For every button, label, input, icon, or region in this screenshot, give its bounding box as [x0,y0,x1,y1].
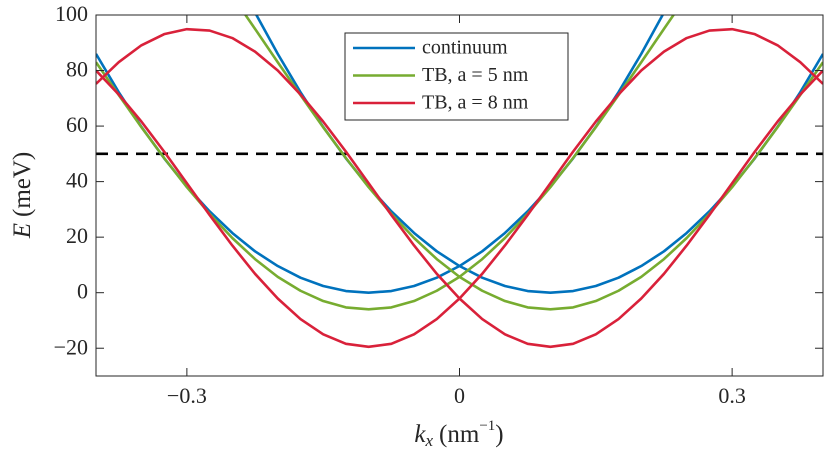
y-axis-label: E (meV) [9,152,36,240]
axes-box [95,14,824,377]
tick-layer: −0.3 0 0.3 −20 0 20 40 60 80 100 [54,1,823,408]
y-tick-label: 20 [66,223,88,248]
legend-label: TB, a = 8 nm [422,92,529,114]
plot-layer [96,15,823,349]
y-tick-label: 100 [55,1,88,26]
x-tick-label: 0 [454,383,465,408]
x-axis-label: kx (nm−1) [414,418,503,449]
legend-label: TB, a = 5 nm [422,64,529,86]
legend: continuum TB, a = 5 nm TB, a = 8 nm [344,32,569,121]
y-tick-label: 40 [66,168,88,193]
y-tick-label: 0 [77,279,88,304]
x-tick-label: −0.3 [167,383,207,408]
y-tick-label: 60 [66,112,88,137]
x-label-sup: −1 [479,418,495,434]
y-tick-label: −20 [54,334,88,359]
x-label-var: k [414,421,426,448]
y-tick-label: 80 [66,57,88,82]
x-label-sub: x [424,431,433,450]
x-tick-label: 0.3 [718,383,746,408]
x-label-unit: (nm [439,421,480,448]
x-label-close: ) [495,421,503,448]
legend-label: continuum [422,37,508,59]
y-label-unit: (meV) [9,152,36,217]
series-line [96,27,823,349]
y-label-var: E [9,223,36,239]
